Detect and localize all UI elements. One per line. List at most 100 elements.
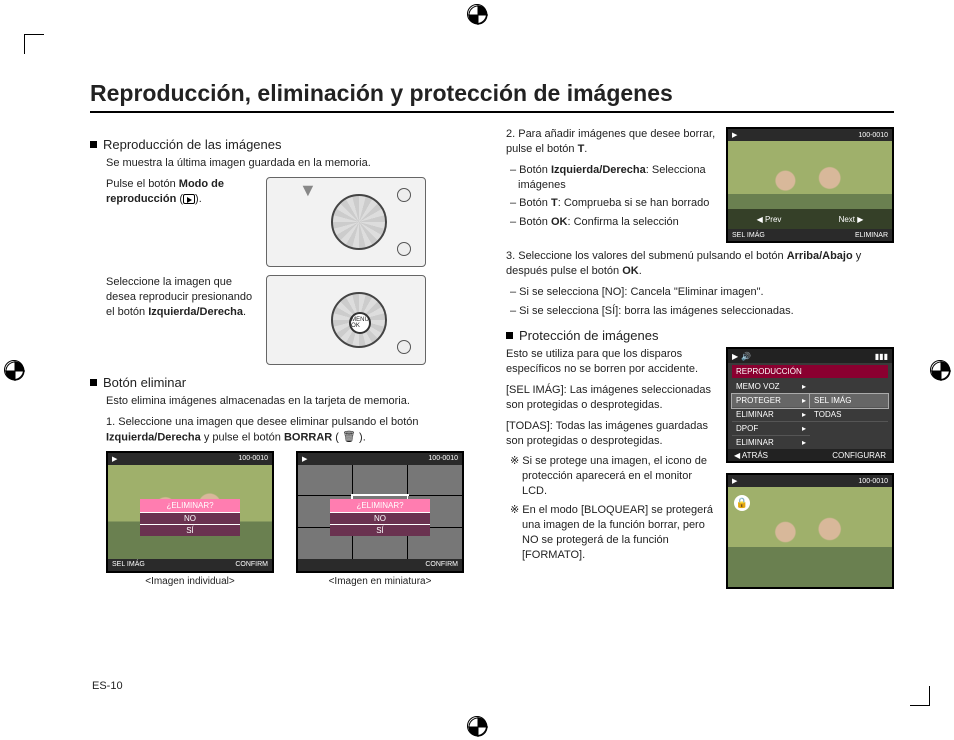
file-counter: 100-0010 xyxy=(238,455,268,462)
txt: OK xyxy=(622,265,639,277)
section-playback: Reproducción de las imágenes xyxy=(90,137,478,152)
lcd-sel: SEL IMÁG xyxy=(732,232,765,239)
section2-intro: Esto elimina imágenes almacenadas en la … xyxy=(106,394,478,409)
txt: Arriba/Abajo xyxy=(787,250,853,262)
lcd-confirm: CONFIRM xyxy=(235,561,268,568)
dialog-title: ¿ELIMINAR? xyxy=(330,499,430,512)
bullet-icon xyxy=(506,332,513,339)
menu-item-selected: PROTEGER▸ xyxy=(732,394,810,408)
txt: 3. Seleccione los valores del submenú pu… xyxy=(506,250,787,262)
protect-note2: ※ En el modo [BLOQUEAR] se protegerá una… xyxy=(506,503,716,562)
step-2: 2. Para añadir imágenes que desee borrar… xyxy=(506,127,716,157)
lcd-menu-protect: ▶ 🔊 ▮▮▮ REPRODUCCIÓN MEMO VOZ▸ PROTEGER▸… xyxy=(726,347,894,463)
txt: ( xyxy=(332,431,342,443)
sub-ok: – Botón OK: Confirma la selección xyxy=(506,215,716,230)
step3-si: – Si se selecciona [SÍ]: borra las imáge… xyxy=(506,304,894,319)
txt: Pulse el botón xyxy=(106,178,179,190)
txt: y pulse el botón xyxy=(201,431,284,443)
file-counter: 100-0010 xyxy=(858,132,888,139)
txt: BORRAR xyxy=(284,431,332,443)
txt: Izquierda/Derecha xyxy=(551,164,646,176)
page-title: Reproducción, eliminación y protección d… xyxy=(90,80,894,113)
txt: 2. Para añadir imágenes que desee borrar… xyxy=(506,128,715,155)
lcd-thumb-delete: ▶ 100-0010 ¿ELIMINAR? NO SÍ xyxy=(296,451,464,587)
lcd-confirm: CONFIRM xyxy=(425,561,458,568)
option-yes: SÍ xyxy=(330,524,430,536)
step-playbutton: Pulse el botón Modo de reproducción (). xyxy=(106,177,256,207)
txt: . xyxy=(584,143,587,155)
lcd-sel: SEL IMÁG xyxy=(112,561,145,568)
txt: . xyxy=(639,265,642,277)
battery-icon: ▮▮▮ xyxy=(875,352,888,361)
txt: . xyxy=(243,306,246,318)
page-number: ES-10 xyxy=(92,680,123,692)
registration-mark-top xyxy=(467,4,487,24)
menu-item: ELIMINAR▸ xyxy=(732,436,810,450)
section-protect: Protección de imágenes xyxy=(506,328,894,343)
txt: – Botón xyxy=(510,164,551,176)
section1-intro: Se muestra la última imagen guardada en … xyxy=(106,156,478,171)
sound-icon: 🔊 xyxy=(741,352,751,361)
bullet-icon xyxy=(90,141,97,148)
camera-back-figure-2: MENUOK xyxy=(266,275,426,365)
txt: ( xyxy=(176,193,183,205)
registration-mark-right xyxy=(930,360,950,380)
txt: : Comprueba si se han borrado xyxy=(558,197,710,209)
prev-next-overlay: ◀ Prev Next ▶ xyxy=(728,209,892,229)
play-icon: ▶ xyxy=(732,477,737,485)
crop-mark-top-left xyxy=(24,34,44,54)
menu-back: ◀ ATRÁS xyxy=(734,451,768,460)
section-heading: Protección de imágenes xyxy=(519,328,658,343)
txt: – Botón xyxy=(510,197,551,209)
lcd-protected-image: ▶ 100-0010 🔒 xyxy=(726,473,894,589)
todas-def: [TODAS]: Todas las imágenes guardadas so… xyxy=(506,419,716,449)
txt: Izquierda/Derecha xyxy=(106,431,201,443)
option-no: NO xyxy=(330,512,430,524)
file-counter: 100-0010 xyxy=(428,455,458,462)
camera-back-figure-1: ▼ xyxy=(266,177,426,267)
play-icon: ▶ xyxy=(302,455,307,463)
menu-item: MEMO VOZ▸ xyxy=(732,380,810,394)
protect-intro: Esto se utiliza para que los disparos es… xyxy=(506,347,716,377)
txt: OK xyxy=(551,216,568,228)
play-icon: ▶ xyxy=(112,455,117,463)
txt: 1. Seleccione una imagen que desee elimi… xyxy=(106,416,419,428)
txt: [SEL IMÁG]: xyxy=(506,384,570,396)
registration-mark-left xyxy=(4,360,24,380)
txt: Izquierda/Derecha xyxy=(148,306,243,318)
play-icon: ▶ xyxy=(732,131,737,139)
delete-dialog: ¿ELIMINAR? NO SÍ xyxy=(330,499,430,536)
menu-header: REPRODUCCIÓN xyxy=(732,365,888,378)
left-column: Reproducción de las imágenes Se muestra … xyxy=(90,127,478,589)
option-yes: SÍ xyxy=(140,524,240,536)
sub-t: – Botón T: Comprueba si se han borrado xyxy=(506,196,716,211)
option-no: NO xyxy=(140,512,240,524)
txt: ). xyxy=(195,193,202,205)
file-counter: 100-0010 xyxy=(858,478,888,485)
txt: ). xyxy=(356,431,366,443)
registration-mark-bottom xyxy=(467,716,487,736)
page-content: Reproducción, eliminación y protección d… xyxy=(90,80,894,690)
step-leftright: Seleccione la imagen que desea reproduci… xyxy=(106,275,256,320)
crop-mark-bottom-right xyxy=(910,686,930,706)
sub-lr: – Botón Izquierda/Derecha: Selecciona im… xyxy=(506,163,716,193)
menu-sub-selected: SEL IMÁG xyxy=(810,394,888,408)
txt: [TODAS]: xyxy=(506,420,556,432)
delete-dialog: ¿ELIMINAR? NO SÍ xyxy=(140,499,240,536)
lcd-select-delete: ▶ 100-0010 ◀ Prev Next ▶ SEL IMÁG ELIMIN… xyxy=(726,127,894,243)
lcd-single-delete: ▶ 100-0010 ¿ELIMINAR? NO SÍ SEL IMÁG CON… xyxy=(106,451,274,587)
play-icon: ▶ xyxy=(732,352,738,361)
sel-imag-def: [SEL IMÁG]: Las imágenes seleccionadas s… xyxy=(506,383,716,413)
menu-item: ELIMINAR▸ xyxy=(732,408,810,422)
play-icon xyxy=(183,194,195,204)
lcd-del: ELIMINAR xyxy=(855,232,888,239)
next-label: Next xyxy=(839,215,855,224)
protect-note1: ※ Si se protege una imagen, el icono de … xyxy=(506,454,716,499)
section-delete: Botón eliminar xyxy=(90,375,478,390)
section-heading: Botón eliminar xyxy=(103,375,186,390)
right-column: 2. Para añadir imágenes que desee borrar… xyxy=(506,127,894,589)
section-heading: Reproducción de las imágenes xyxy=(103,137,282,152)
menu-item: DPOF▸ xyxy=(732,422,810,436)
menu-set: CONFIGURAR xyxy=(832,451,886,460)
trash-icon: 🗑 xyxy=(342,430,356,445)
